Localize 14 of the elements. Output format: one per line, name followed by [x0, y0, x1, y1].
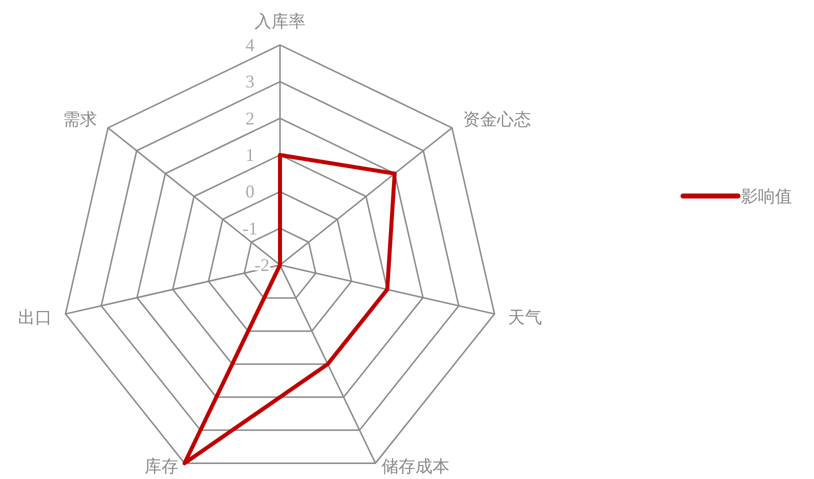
spoke-label: 资金心态	[462, 110, 531, 130]
spoke-label: 入库率	[254, 12, 306, 31]
y-tick-label: 3	[246, 72, 254, 92]
y-tick-label: 0	[246, 182, 254, 202]
spoke-label: 需求	[63, 110, 98, 130]
spoke-label: 库存	[144, 456, 178, 476]
y-tick-label: 1	[246, 145, 254, 165]
spoke-label: 天气	[508, 308, 542, 328]
spoke-label: 出口	[18, 308, 52, 328]
y-tick-label: 2	[246, 108, 254, 128]
spoke-label: 储存成本	[382, 456, 450, 476]
y-tick-label: 4	[246, 35, 254, 55]
legend-label: 影响值	[741, 187, 792, 206]
y-tick-label: -1	[242, 218, 258, 238]
